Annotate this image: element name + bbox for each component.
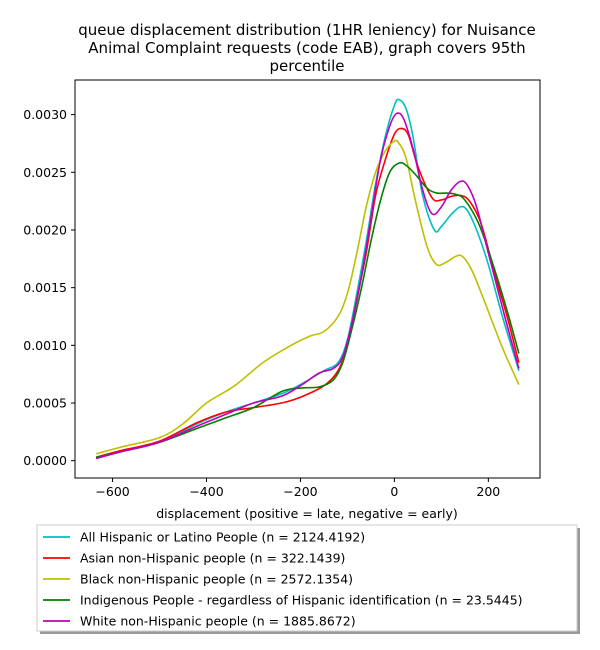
legend-label-4: Indigenous People - regardless of Hispan… <box>80 593 523 608</box>
plot-area <box>75 80 540 478</box>
legend-box <box>36 524 578 632</box>
chart-title: queue displacement distribution (1HR len… <box>78 21 536 75</box>
chart-title-line-2: Animal Complaint requests (code EAB), gr… <box>88 39 525 57</box>
x-tick-label: 200 <box>476 484 500 499</box>
y-tick-label: 0.0020 <box>23 222 67 237</box>
y-tick-label: 0.0005 <box>23 396 67 411</box>
series-line-2 <box>95 127 520 459</box>
y-tick-label: 0.0000 <box>23 453 67 468</box>
y-axis: 0.0000 0.0005 0.0010 0.0015 0.0020 0.0025 0.00… <box>23 107 75 468</box>
chart-title-line-3: percentile <box>269 57 344 75</box>
y-tick-label: 0.0025 <box>23 165 67 180</box>
series-group <box>95 98 520 460</box>
x-axis: −600 −400 −200 0 200 <box>95 478 500 499</box>
legend-label-1: All Hispanic or Latino People (n = 2124.… <box>80 530 365 545</box>
x-tick-label: −600 <box>95 484 129 499</box>
series-line-5 <box>95 112 520 460</box>
legend-label-3: Black non-Hispanic people (n = 2572.1354… <box>80 572 353 587</box>
legend-label-5: White non-Hispanic people (n = 1885.8672… <box>80 614 356 629</box>
legend-label-2: Asian non-Hispanic people (n = 322.1439) <box>80 551 345 566</box>
chart-title-line-1: queue displacement distribution (1HR len… <box>78 21 536 39</box>
series-line-3 <box>95 139 520 455</box>
x-tick-label: −200 <box>283 484 317 499</box>
legend-entries: All Hispanic or Latino People (n = 2124.… <box>43 530 523 629</box>
series-line-4 <box>95 161 520 459</box>
x-tick-label: 0 <box>390 484 398 499</box>
x-axis-label: displacement (positive = late, negative … <box>156 506 458 521</box>
y-tick-label: 0.0010 <box>23 338 67 353</box>
y-tick-label: 0.0030 <box>23 107 67 122</box>
x-tick-label: −400 <box>189 484 223 499</box>
y-tick-label: 0.0015 <box>23 280 67 295</box>
plot-frame <box>74 79 541 479</box>
legend: All Hispanic or Latino People (n = 2124.… <box>36 524 580 634</box>
